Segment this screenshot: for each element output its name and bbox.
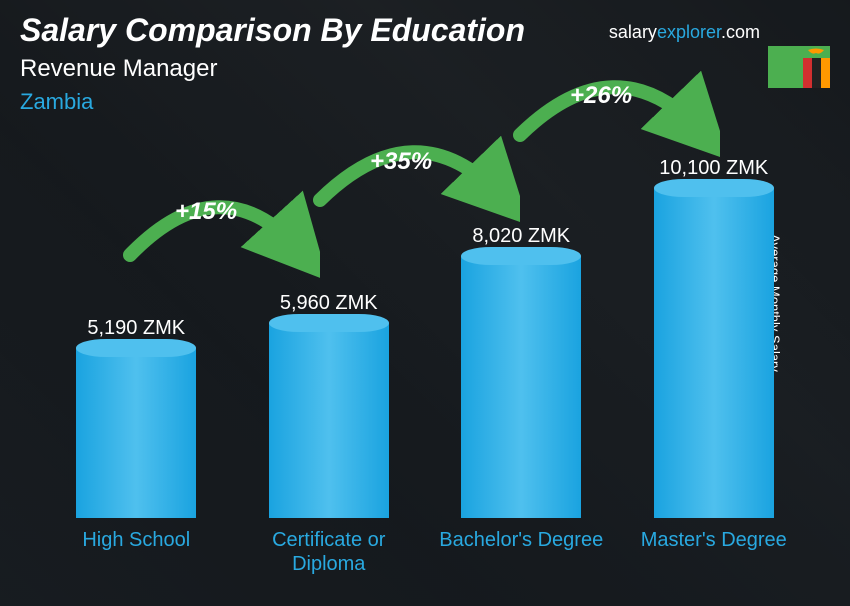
- increase-percent-label: +35%: [370, 148, 432, 176]
- bar-value-label: 5,960 ZMK: [280, 292, 378, 315]
- bar: [269, 323, 389, 518]
- watermark-accent: explorer: [657, 22, 721, 42]
- bar-group: 8,020 ZMKBachelor's Degree: [436, 225, 606, 576]
- watermark-prefix: salary: [609, 22, 657, 42]
- flag-icon: [768, 46, 830, 88]
- bar-category-label: Bachelor's Degree: [439, 528, 603, 576]
- increase-percent-label: +15%: [175, 198, 237, 226]
- bar: [461, 256, 581, 518]
- bar-group: 5,960 ZMK Certificate or Diploma: [244, 292, 414, 576]
- bar-category-label: Master's Degree: [641, 528, 787, 576]
- increase-percent-label: +26%: [570, 82, 632, 110]
- bar: [76, 348, 196, 518]
- bar-value-label: 5,190 ZMK: [87, 317, 185, 340]
- bar-category-label: Certificate or Diploma: [244, 528, 414, 576]
- watermark-text: salaryexplorer.com: [609, 22, 760, 43]
- bar-group: 5,190 ZMK High School: [51, 317, 221, 576]
- bar-group: 10,100 ZMKMaster's Degree: [629, 157, 799, 576]
- bar-category-label: High School: [82, 528, 190, 576]
- watermark-suffix: .com: [721, 22, 760, 42]
- bar: [654, 188, 774, 518]
